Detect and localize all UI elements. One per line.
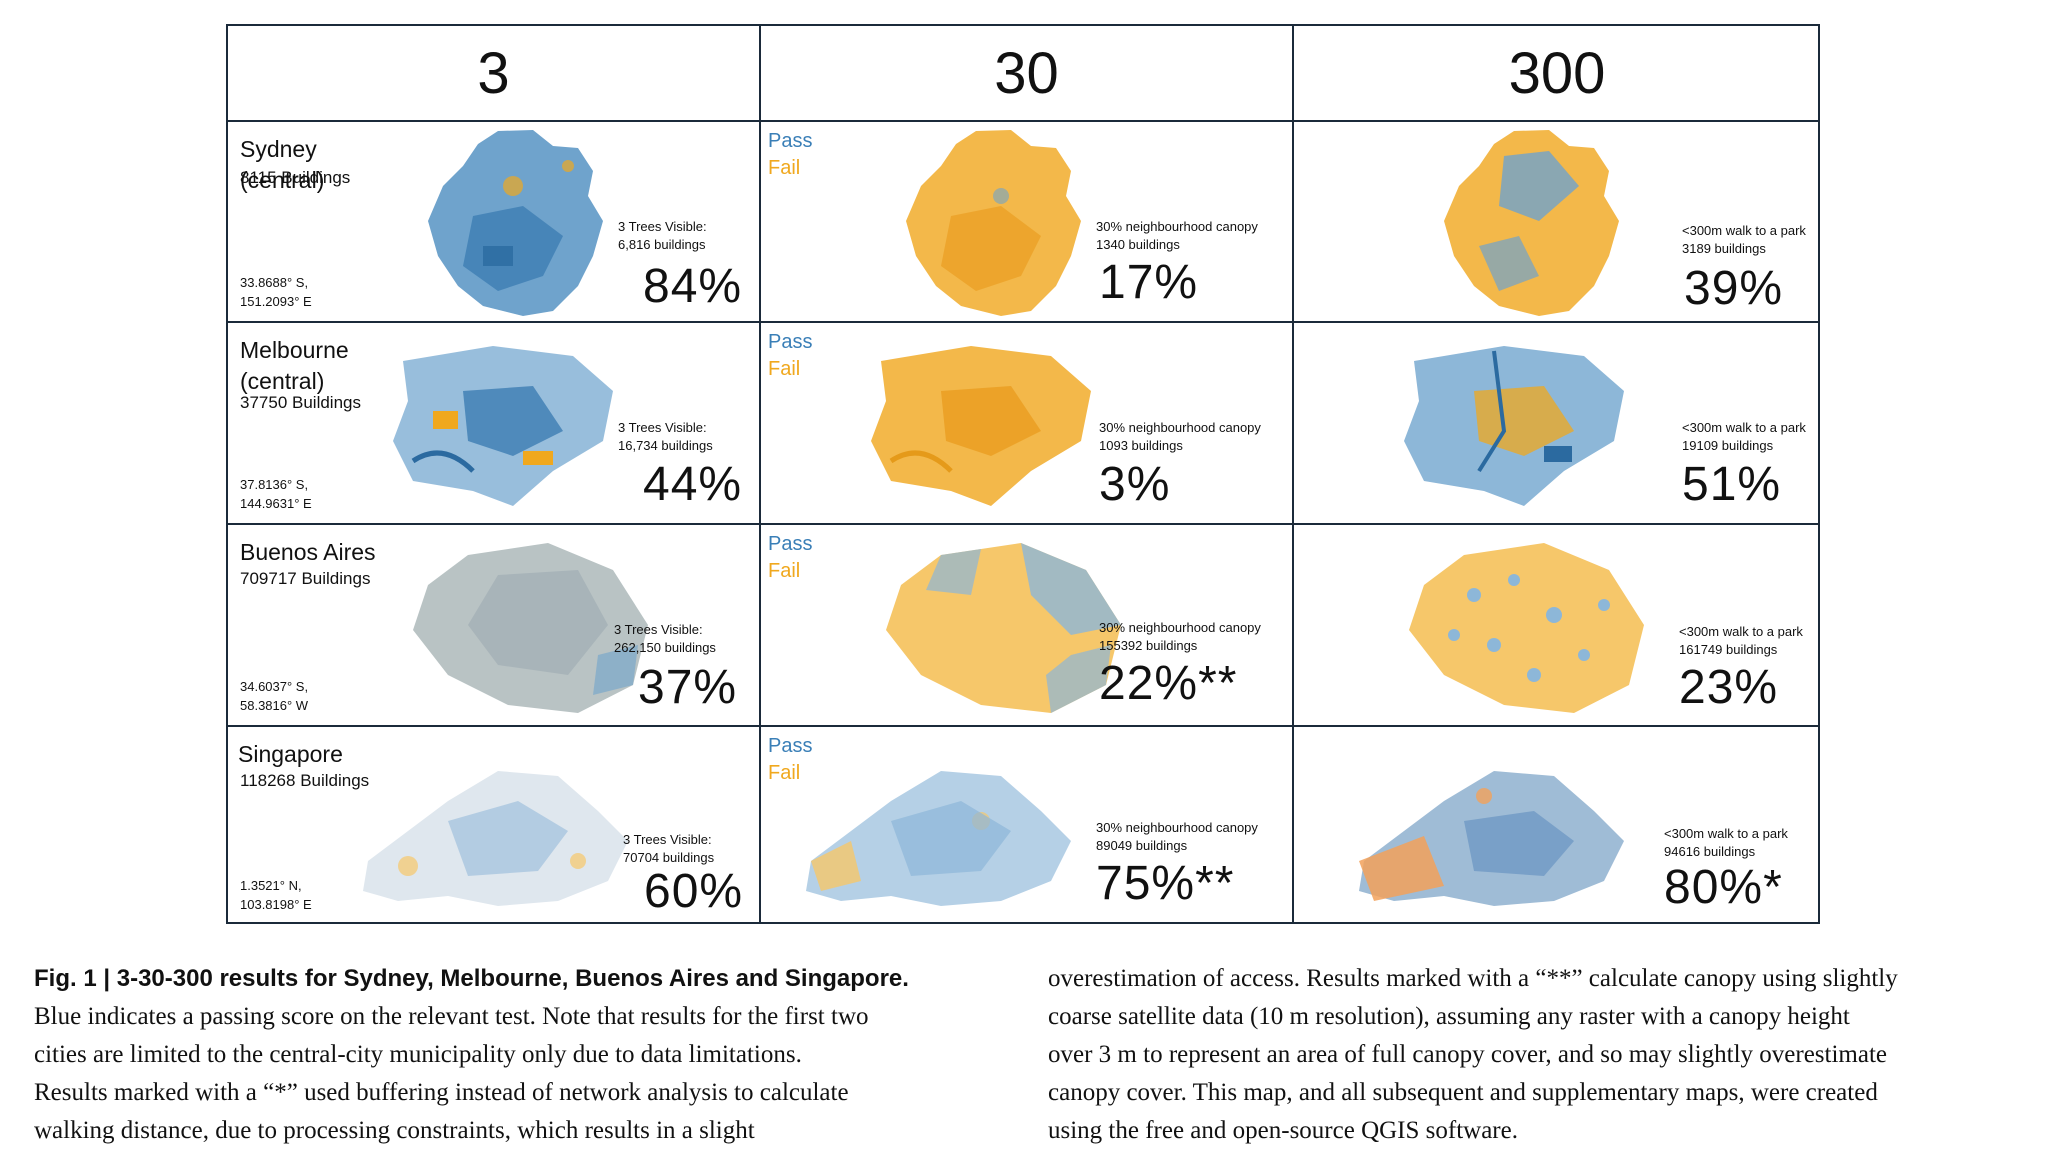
pass-percentage: 75%** bbox=[1096, 857, 1235, 910]
metric-note: 30% neighbourhood canopy 1340 buildings bbox=[1096, 219, 1258, 252]
column-header-30: 30 bbox=[761, 26, 1294, 122]
melbourne-map-30 bbox=[871, 346, 1091, 506]
sydney-map-3 bbox=[428, 130, 603, 316]
caption-line: over 3 m to represent an area of full ca… bbox=[1048, 1041, 1887, 1068]
city-name: Melbourne (central) bbox=[240, 337, 349, 394]
pass-percentage: 23% bbox=[1679, 661, 1779, 714]
caption-line: coarse satellite data (10 m resolution),… bbox=[1048, 1003, 1850, 1030]
legend-pass: Pass bbox=[768, 331, 813, 353]
pass-percentage: 22%** bbox=[1099, 657, 1238, 710]
sydney-map-30 bbox=[906, 130, 1081, 316]
singapore-map-30 bbox=[806, 771, 1071, 906]
caption-line: walking distance, due to processing cons… bbox=[34, 1117, 755, 1144]
coordinates: 34.6037° S, 58.3816° W bbox=[240, 679, 309, 713]
caption-line: cities are limited to the central-city m… bbox=[34, 1041, 802, 1068]
column-header-3: 3 bbox=[228, 26, 761, 122]
metric-note: 3 Trees Visible: 262,150 buildings bbox=[614, 622, 716, 655]
city-name: Singapore bbox=[238, 741, 343, 767]
sydney-map-300 bbox=[1444, 130, 1619, 316]
city-name: Buenos Aires bbox=[240, 539, 376, 565]
metric-note: 3 Trees Visible: 70704 buildings bbox=[623, 832, 715, 865]
metric-note: 30% neighbourhood canopy 155392 buildings bbox=[1099, 620, 1261, 653]
metric-note: <300m walk to a park 19109 buildings bbox=[1682, 420, 1806, 453]
pass-percentage: 17% bbox=[1099, 256, 1199, 309]
buenos-aires-map-3 bbox=[413, 543, 648, 713]
cell-buenos-aires-30: Pass Fail 30% neighbourhood canopy 155392 … bbox=[761, 525, 1294, 727]
pass-percentage: 39% bbox=[1684, 262, 1784, 315]
legend-pass: Pass bbox=[768, 533, 813, 555]
figure-caption-col2: overestimation of access. Results marked… bbox=[1048, 960, 2038, 1150]
metric-note: <300m walk to a park 161749 buildings bbox=[1679, 624, 1803, 657]
column-header-300: 300 bbox=[1294, 26, 1820, 122]
cell-sydney-3: Sydney (central) 8115 Buildings 33.8688°… bbox=[228, 122, 761, 323]
legend-fail: Fail bbox=[768, 157, 801, 179]
pass-percentage: 51% bbox=[1682, 458, 1782, 511]
metric-note: 30% neighbourhood canopy 89049 buildings bbox=[1096, 820, 1258, 853]
singapore-map-300 bbox=[1359, 771, 1624, 906]
pass-percentage: 60% bbox=[644, 865, 744, 918]
legend-pass: Pass bbox=[768, 130, 813, 152]
pass-percentage: 80%* bbox=[1664, 861, 1783, 914]
pass-percentage: 37% bbox=[638, 661, 738, 714]
results-figure-grid: 3 30 300 Sydney (central) 8115 Buildings… bbox=[226, 24, 1820, 924]
cell-melbourne-30: Pass Fail 30% neighbourhood canopy 1093 bu… bbox=[761, 323, 1294, 525]
caption-line: Results marked with a “*” used buffering… bbox=[34, 1079, 849, 1106]
cell-buenos-aires-3: Buenos Aires 709717 Buildings 34.6037° S… bbox=[228, 525, 761, 727]
building-count: 8115 Buildings bbox=[240, 168, 351, 187]
metric-note: 3 Trees Visible: 6,816 buildings bbox=[618, 219, 707, 252]
metric-note: <300m walk to a park 94616 buildings bbox=[1664, 826, 1788, 859]
building-count: 709717 Buildings bbox=[240, 569, 371, 588]
legend: Pass Fail bbox=[768, 329, 812, 383]
melbourne-map-3 bbox=[393, 346, 613, 506]
legend: Pass Fail bbox=[768, 531, 812, 585]
coordinates: 1.3521° N, 103.8198° E bbox=[240, 878, 312, 912]
city-name: Sydney (central) bbox=[240, 136, 325, 193]
cell-melbourne-3: Melbourne (central) 37750 Buildings 37.8… bbox=[228, 323, 761, 525]
pass-percentage: 3% bbox=[1099, 458, 1171, 511]
metric-note: <300m walk to a park 3189 buildings bbox=[1682, 223, 1806, 256]
buenos-aires-map-300 bbox=[1409, 543, 1644, 713]
pass-percentage: 44% bbox=[643, 458, 743, 511]
legend-fail: Fail bbox=[768, 358, 801, 380]
buenos-aires-map-30 bbox=[886, 543, 1121, 713]
caption-line: using the free and open-source QGIS soft… bbox=[1048, 1117, 1518, 1144]
building-count: 37750 Buildings bbox=[240, 393, 361, 412]
legend: Pass Fail bbox=[768, 128, 812, 182]
metric-note: 3 Trees Visible: 16,734 buildings bbox=[618, 420, 713, 453]
caption-line: canopy cover. This map, and all subseque… bbox=[1048, 1079, 1878, 1106]
coordinates: 33.8688° S, 151.2093° E bbox=[240, 275, 312, 309]
cell-singapore-30: Pass Fail 30% neighbourhood canopy 89049 b… bbox=[761, 727, 1294, 924]
singapore-map-3 bbox=[363, 771, 628, 906]
coordinates: 37.8136° S, 144.9631° E bbox=[240, 477, 312, 511]
cell-melbourne-300: <300m walk to a park 19109 buildings 51% bbox=[1294, 323, 1820, 525]
legend: Pass Fail bbox=[768, 733, 812, 787]
building-count: 118268 Buildings bbox=[240, 771, 370, 790]
legend-pass: Pass bbox=[768, 735, 813, 757]
cell-buenos-aires-300: <300m walk to a park 161749 buildings 23% bbox=[1294, 525, 1820, 727]
cell-sydney-300: <300m walk to a park 3189 buildings 39% bbox=[1294, 122, 1820, 323]
cell-singapore-3: Singapore 118268 Buildings 1.3521° N, 103… bbox=[228, 727, 761, 924]
figure-caption-col1: Fig. 1 | 3-30-300 results for Sydney, Me… bbox=[34, 960, 1034, 1150]
melbourne-map-300 bbox=[1404, 346, 1624, 506]
cell-sydney-30: Pass Fail 30% neighbourhood canopy 1340 bu… bbox=[761, 122, 1294, 323]
pass-percentage: 84% bbox=[643, 260, 743, 313]
caption-line: Blue indicates a passing score on the re… bbox=[34, 1003, 869, 1030]
caption-title: Fig. 1 | 3-30-300 results for Sydney, Me… bbox=[34, 965, 909, 992]
legend-fail: Fail bbox=[768, 762, 801, 784]
metric-note: 30% neighbourhood canopy 1093 buildings bbox=[1099, 420, 1261, 453]
legend-fail: Fail bbox=[768, 560, 801, 582]
cell-singapore-300: <300m walk to a park 94616 buildings 80%* bbox=[1294, 727, 1820, 924]
caption-line: overestimation of access. Results marked… bbox=[1048, 965, 1898, 992]
